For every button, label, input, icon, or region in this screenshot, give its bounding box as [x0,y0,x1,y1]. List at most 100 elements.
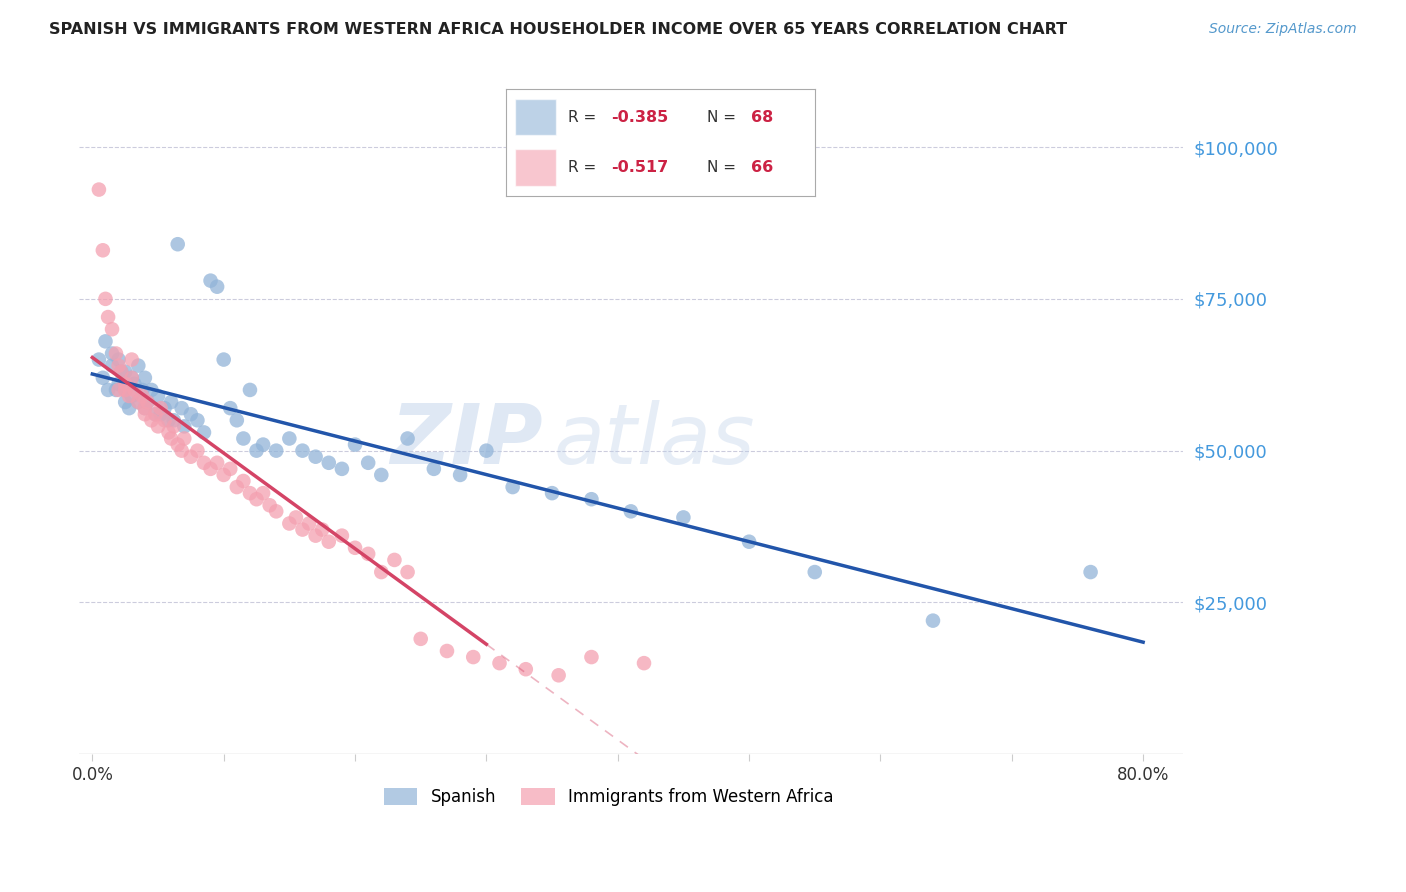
Text: atlas: atlas [554,400,755,481]
Point [127,395,149,409]
Point [291,443,314,458]
Point [97,383,120,397]
Point [449,467,471,482]
Point [145,407,167,421]
Point [396,432,419,446]
Point [922,614,945,628]
Point [264,443,287,458]
Point [153,401,176,416]
Point [396,565,419,579]
Point [118,401,141,416]
Point [118,389,141,403]
Point [160,432,183,446]
Point [318,456,340,470]
Point [149,401,172,416]
Point [101,322,124,336]
Point [311,523,333,537]
Point [114,376,136,391]
Text: Source: ZipAtlas.com: Source: ZipAtlas.com [1209,22,1357,37]
Point [581,492,603,507]
Point [738,534,761,549]
Point [1080,565,1102,579]
Point [212,467,235,482]
Point [672,510,695,524]
Text: SPANISH VS IMMIGRANTS FROM WESTERN AFRICA HOUSEHOLDER INCOME OVER 65 YEARS CORRE: SPANISH VS IMMIGRANTS FROM WESTERN AFRIC… [49,22,1067,37]
Point [252,486,274,500]
Point [121,371,143,385]
Point [146,419,169,434]
Point [170,401,193,416]
Point [225,480,247,494]
Point [121,352,143,367]
Point [87,352,110,367]
Point [370,565,392,579]
Point [134,401,156,416]
Point [141,383,163,397]
Point [157,413,180,427]
Point [232,474,254,488]
Point [475,443,498,458]
Point [104,346,127,360]
Point [134,407,156,421]
Point [97,310,120,324]
Point [409,632,432,646]
Point [131,389,153,403]
Point [245,443,267,458]
Point [166,237,188,252]
Point [278,516,301,531]
Point [114,365,136,379]
Point [541,486,564,500]
Point [149,407,172,421]
Point [136,395,159,409]
Point [370,467,392,482]
Point [114,395,136,409]
Point [107,359,129,373]
Point [153,413,176,427]
Point [298,516,321,531]
Point [357,456,380,470]
Point [423,462,446,476]
Point [284,510,307,524]
Point [304,528,326,542]
Point [121,371,143,385]
Legend: Spanish, Immigrants from Western Africa: Spanish, Immigrants from Western Africa [377,781,841,813]
Point [121,389,143,403]
Point [170,443,193,458]
Text: ZIP: ZIP [389,400,543,481]
Point [127,395,149,409]
Point [131,383,153,397]
Point [330,462,353,476]
Point [581,650,603,665]
Point [107,383,129,397]
Point [219,401,242,416]
Point [166,437,188,451]
Point [239,486,262,500]
Point [344,541,367,555]
Point [259,498,281,512]
Point [620,504,643,518]
Point [803,565,825,579]
Point [141,413,163,427]
Point [436,644,458,658]
Point [318,534,340,549]
Point [245,492,267,507]
Point [212,352,235,367]
Point [515,662,537,676]
Point [91,371,114,385]
Point [186,413,208,427]
Point [101,346,124,360]
Text: 68: 68 [751,110,773,125]
Point [124,376,146,391]
Text: R =: R = [568,160,602,175]
Point [107,376,129,391]
Point [136,395,159,409]
Point [357,547,380,561]
Point [160,395,183,409]
Point [193,425,215,440]
Point [94,334,117,349]
Point [547,668,569,682]
Point [219,462,242,476]
Point [463,650,485,665]
FancyBboxPatch shape [516,99,555,136]
Text: R =: R = [568,110,602,125]
